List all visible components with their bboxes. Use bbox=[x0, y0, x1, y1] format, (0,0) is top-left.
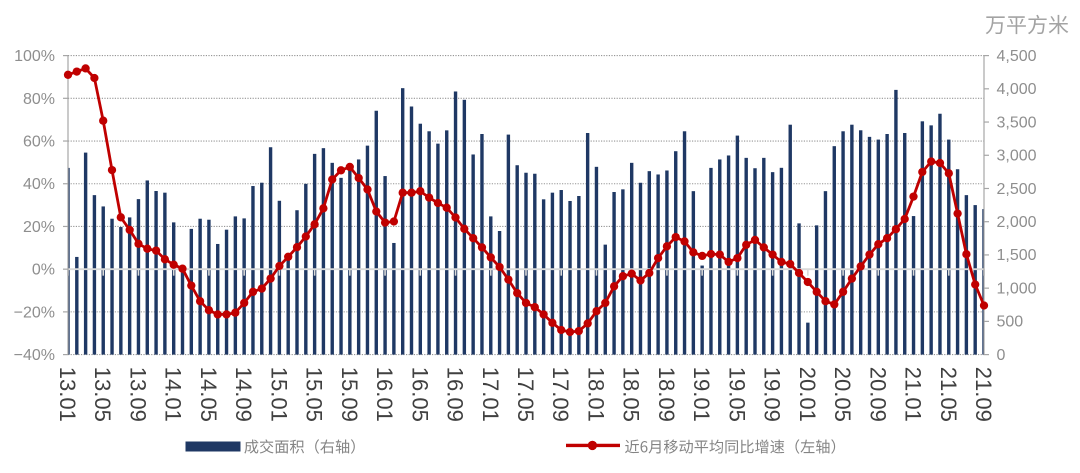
svg-text:14.09: 14.09 bbox=[231, 367, 256, 422]
svg-text:20.09: 20.09 bbox=[865, 367, 890, 422]
svg-text:2,000: 2,000 bbox=[997, 214, 1037, 231]
svg-text:18.01: 18.01 bbox=[583, 367, 608, 422]
svg-text:16.01: 16.01 bbox=[372, 367, 397, 422]
svg-text:3,500: 3,500 bbox=[997, 114, 1037, 131]
svg-text:0: 0 bbox=[997, 347, 1006, 364]
svg-text:17.05: 17.05 bbox=[513, 367, 538, 422]
svg-text:100%: 100% bbox=[14, 48, 55, 65]
svg-text:60%: 60% bbox=[23, 134, 55, 151]
svg-text:20%: 20% bbox=[23, 219, 55, 236]
svg-text:21.05: 21.05 bbox=[936, 367, 961, 422]
svg-text:16.05: 16.05 bbox=[407, 367, 432, 422]
svg-text:4,000: 4,000 bbox=[997, 81, 1037, 98]
svg-text:0%: 0% bbox=[32, 262, 55, 279]
svg-text:2,500: 2,500 bbox=[997, 181, 1037, 198]
svg-text:19.05: 19.05 bbox=[724, 367, 749, 422]
svg-text:13.01: 13.01 bbox=[55, 367, 80, 422]
svg-text:−40%: −40% bbox=[14, 347, 55, 364]
svg-text:19.01: 19.01 bbox=[689, 367, 714, 422]
svg-text:21.09: 21.09 bbox=[971, 367, 996, 422]
svg-text:17.01: 17.01 bbox=[478, 367, 503, 422]
svg-text:14.01: 14.01 bbox=[161, 367, 186, 422]
svg-text:20.05: 20.05 bbox=[830, 367, 855, 422]
svg-text:18.09: 18.09 bbox=[654, 367, 679, 422]
svg-text:500: 500 bbox=[997, 314, 1024, 331]
svg-text:20.01: 20.01 bbox=[795, 367, 820, 422]
svg-text:40%: 40% bbox=[23, 176, 55, 193]
svg-text:19.09: 19.09 bbox=[760, 367, 785, 422]
svg-text:3,000: 3,000 bbox=[997, 148, 1037, 165]
svg-text:14.05: 14.05 bbox=[196, 367, 221, 422]
svg-text:15.05: 15.05 bbox=[302, 367, 327, 422]
svg-text:13.09: 13.09 bbox=[125, 367, 150, 422]
svg-text:15.01: 15.01 bbox=[266, 367, 291, 422]
svg-text:4,500: 4,500 bbox=[997, 48, 1037, 65]
svg-text:1,500: 1,500 bbox=[997, 247, 1037, 264]
svg-text:18.05: 18.05 bbox=[619, 367, 644, 422]
svg-text:−20%: −20% bbox=[14, 304, 55, 321]
svg-text:1,000: 1,000 bbox=[997, 281, 1037, 298]
svg-text:13.05: 13.05 bbox=[90, 367, 115, 422]
svg-text:21.01: 21.01 bbox=[901, 367, 926, 422]
svg-text:17.09: 17.09 bbox=[548, 367, 573, 422]
svg-text:80%: 80% bbox=[23, 91, 55, 108]
svg-text:15.09: 15.09 bbox=[337, 367, 362, 422]
svg-text:16.09: 16.09 bbox=[443, 367, 468, 422]
